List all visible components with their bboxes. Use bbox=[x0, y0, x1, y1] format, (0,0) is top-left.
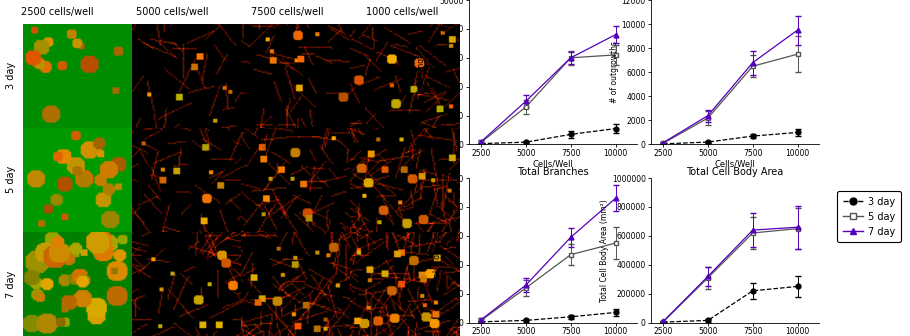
Legend: 3 day, 5 day, 7 day: 3 day, 5 day, 7 day bbox=[837, 191, 901, 242]
Text: 1000 cells/well: 1000 cells/well bbox=[366, 7, 439, 17]
Text: 7 day: 7 day bbox=[6, 270, 16, 298]
Y-axis label: Total length
of outgrowth (μm): Total length of outgrowth (μm) bbox=[418, 37, 437, 107]
Y-axis label: Total Cell Body Area (mm²): Total Cell Body Area (mm²) bbox=[600, 199, 609, 302]
Y-axis label: # of outgrowths: # of outgrowths bbox=[610, 41, 619, 103]
Text: 2500 cells/well: 2500 cells/well bbox=[21, 7, 94, 17]
X-axis label: Cells/Well: Cells/Well bbox=[714, 160, 755, 169]
X-axis label: Cells/Well: Cells/Well bbox=[532, 160, 573, 169]
Title: Total Branches: Total Branches bbox=[517, 167, 589, 177]
Text: 3 day: 3 day bbox=[6, 62, 16, 89]
Text: 7500 cells/well: 7500 cells/well bbox=[251, 7, 324, 17]
Title: Total Cell Body Area: Total Cell Body Area bbox=[686, 167, 784, 177]
Text: 5000 cells/well: 5000 cells/well bbox=[136, 7, 208, 17]
Y-axis label: Total # of branches: Total # of branches bbox=[432, 213, 441, 288]
Text: 5 day: 5 day bbox=[6, 166, 16, 194]
